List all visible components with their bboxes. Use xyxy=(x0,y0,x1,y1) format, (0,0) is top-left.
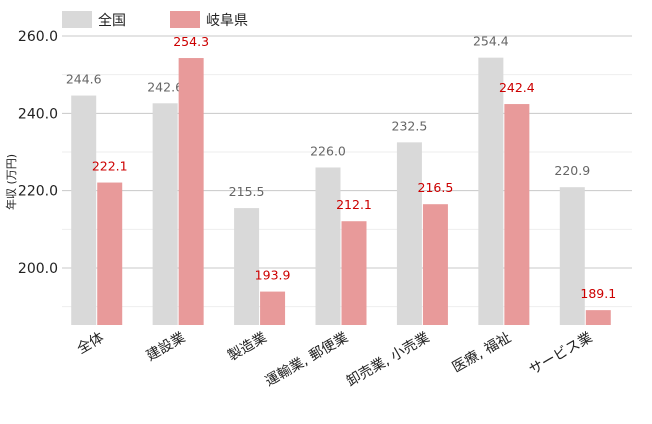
data-label: 222.1 xyxy=(92,159,128,174)
bar-national xyxy=(234,208,260,325)
x-tick-label: 卸売業, 小売業 xyxy=(344,330,432,390)
bar-gifu xyxy=(260,291,286,325)
legend-item: 全国 xyxy=(62,11,126,29)
y-tick-label: 260.0 xyxy=(18,29,58,45)
data-label: 216.5 xyxy=(418,180,454,195)
bar-gifu xyxy=(504,104,530,325)
data-label: 193.9 xyxy=(255,268,291,283)
legend-label: 岐阜県 xyxy=(206,12,248,29)
x-tick-label: 全体 xyxy=(74,329,107,358)
legend-swatch xyxy=(170,11,200,28)
legend-item: 岐阜県 xyxy=(170,11,248,29)
data-label: 226.0 xyxy=(310,143,346,158)
data-label: 189.1 xyxy=(580,286,616,301)
x-tick-label: 製造業 xyxy=(225,330,269,365)
bar-gifu xyxy=(97,182,123,325)
legend-swatch xyxy=(62,11,92,28)
data-label: 220.9 xyxy=(554,163,590,178)
x-tick-label: 運輸業, 郵便業 xyxy=(263,330,351,390)
bar-national xyxy=(478,57,504,326)
bar-national xyxy=(152,103,178,325)
bar-gifu xyxy=(585,310,611,325)
legend: 全国 岐阜県 xyxy=(62,11,248,29)
data-label: 242.6 xyxy=(147,79,183,94)
bar-gifu xyxy=(422,204,448,325)
bar-gifu xyxy=(178,58,204,325)
bar-national xyxy=(559,187,585,325)
bar-gifu xyxy=(341,221,367,325)
bar-national xyxy=(315,167,341,325)
y-axis-label: 年収 (万円) xyxy=(4,154,18,210)
data-label: 254.3 xyxy=(173,34,209,49)
data-label: 232.5 xyxy=(392,118,428,133)
x-tick-label: 建設業 xyxy=(144,330,188,365)
bar-national xyxy=(71,95,97,326)
data-label: 242.4 xyxy=(499,80,535,95)
x-tick-label: サービス業 xyxy=(527,330,596,379)
data-label: 215.5 xyxy=(229,184,265,199)
y-tick-label: 220.0 xyxy=(18,184,58,200)
data-label: 212.1 xyxy=(336,197,372,212)
bar-national xyxy=(396,142,422,325)
y-tick-label: 240.0 xyxy=(18,106,58,122)
data-label: 254.4 xyxy=(473,34,509,49)
legend-label: 全国 xyxy=(98,12,126,29)
y-tick-label: 200.0 xyxy=(18,261,58,277)
x-tick-label: 医療, 福祉 xyxy=(449,329,514,376)
data-label: 244.6 xyxy=(66,72,102,87)
